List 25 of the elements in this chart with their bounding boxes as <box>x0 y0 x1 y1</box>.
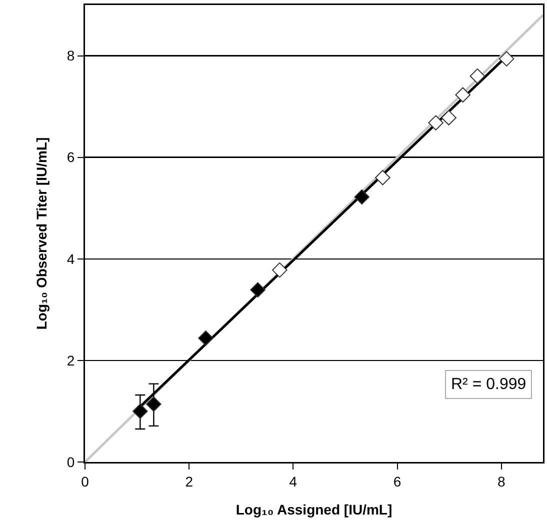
point <box>428 115 444 130</box>
point <box>272 262 288 278</box>
y-tick-label: 4 <box>66 250 75 267</box>
x-tick-label: 2 <box>185 473 194 490</box>
y-axis-title: Log₁₀ Observed Titer [IU/mL] <box>34 137 50 330</box>
x-tick-label: 8 <box>497 473 506 490</box>
y-tick-label: 0 <box>66 454 75 470</box>
point <box>198 330 214 346</box>
annotation: R² = 0.999 <box>451 376 526 393</box>
point <box>498 51 514 66</box>
y-tick-label: 2 <box>66 352 75 368</box>
point <box>375 170 390 186</box>
point <box>354 189 370 205</box>
x-axis-title: Log₁₀ Assigned [IU/mL] <box>236 502 392 518</box>
point <box>132 404 148 419</box>
y-tick-label: 6 <box>66 149 75 166</box>
point <box>146 396 162 412</box>
x-tick-label: 0 <box>81 473 90 490</box>
point <box>470 68 486 84</box>
point <box>441 110 456 126</box>
x-tick-label: 6 <box>393 473 402 490</box>
point <box>250 282 266 298</box>
x-tick-label: 4 <box>289 473 298 490</box>
point <box>455 87 470 103</box>
y-tick-label: 8 <box>66 48 75 64</box>
